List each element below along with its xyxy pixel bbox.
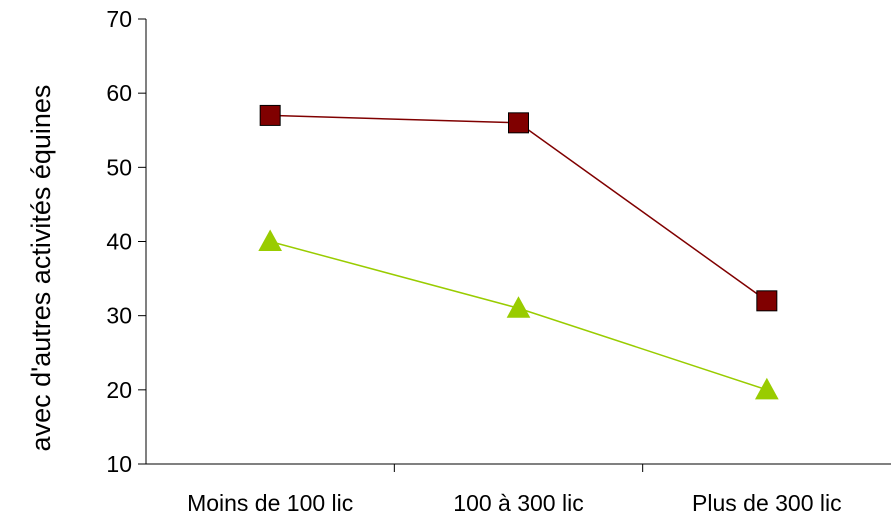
series-line-1 xyxy=(270,114,768,302)
y-tick-label: 50 xyxy=(106,154,132,180)
y-tick-label: 20 xyxy=(106,377,132,403)
series-group xyxy=(258,104,779,400)
y-axis-title-group: avec d'autres activités équines xyxy=(26,85,56,452)
y-tick-label: 60 xyxy=(106,80,132,106)
y-tick-label: 70 xyxy=(106,6,132,32)
x-tick-label: Moins de 100 lic xyxy=(187,490,353,516)
data-point-square xyxy=(508,112,529,134)
y-tick-label: 40 xyxy=(106,229,132,255)
y-tick-label: 10 xyxy=(106,451,132,477)
y-tick-label: 30 xyxy=(106,303,132,329)
data-point-triangle xyxy=(506,296,531,318)
data-point-triangle xyxy=(754,377,779,400)
y-ticks: 10 20 30 40 50 60 70 xyxy=(106,6,146,477)
x-tick-label: Plus de 300 lic xyxy=(692,490,842,516)
data-point-square xyxy=(756,290,778,312)
data-point-triangle xyxy=(258,229,283,251)
y-axis-title: avec d'autres activités équines xyxy=(26,85,56,452)
data-point-square xyxy=(259,104,281,126)
x-tick-label: 100 à 300 lic xyxy=(453,490,583,516)
x-ticks: Moins de 100 lic 100 à 300 lic Plus de 300… xyxy=(187,464,842,516)
